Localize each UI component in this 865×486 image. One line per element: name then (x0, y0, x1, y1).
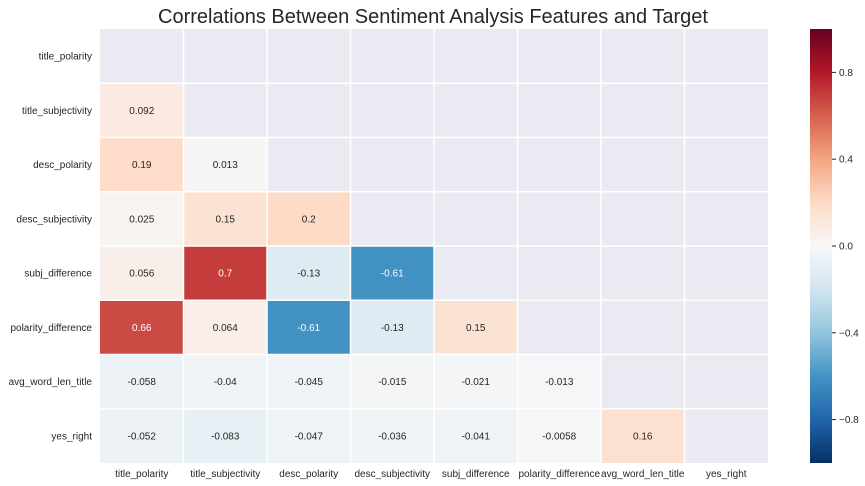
cell-value-label: 0.7 (218, 269, 232, 280)
heatmap-cells: 0.092 0.19 0.013 0.025 0.15 0.2 0.056 0.7 -0.13 -… (100, 29, 768, 463)
colorbar-tick-label: 0.4 (839, 155, 853, 166)
y-tick-label: title_polarity (39, 52, 92, 63)
heatmap-cell (350, 246, 434, 301)
x-tick-label: polarity_difference (518, 469, 600, 480)
heatmap-cell (183, 354, 267, 409)
heatmap-cell (434, 354, 518, 409)
heatmap-cell (183, 408, 267, 463)
colorbar-tick-label: 0.8 (839, 68, 853, 79)
colorbar-tick-label: 0.0 (839, 242, 853, 253)
cell-value-label: -0.047 (295, 431, 324, 442)
cell-value-label: 0.19 (132, 160, 152, 171)
cell-value-label: -0.61 (381, 269, 404, 280)
y-tick-label: yes_right (51, 431, 92, 442)
heatmap-cell (267, 408, 351, 463)
cell-value-label: -0.013 (545, 377, 574, 388)
y-tick-label: title_subjectivity (22, 106, 92, 117)
x-tick-labels: title_polarity title_subjectivity desc_pol… (115, 469, 747, 480)
heatmap-cell (350, 408, 434, 463)
chart-title: Correlations Between Sentiment Analysis … (158, 6, 708, 28)
cell-value-label: -0.0058 (542, 431, 576, 442)
cell-value-label: 0.2 (302, 214, 316, 225)
y-tick-label: desc_subjectivity (16, 214, 92, 225)
heatmap-cell (267, 246, 351, 301)
heatmap-cell (183, 300, 267, 355)
y-tick-label: subj_difference (24, 269, 92, 280)
x-tick-label: subj_difference (442, 469, 510, 480)
cell-value-label: 0.15 (466, 323, 486, 334)
colorbar-tick-label: −0.8 (839, 415, 859, 426)
cell-value-label: -0.041 (462, 431, 491, 442)
y-tick-label: desc_polarity (33, 160, 92, 171)
x-tick-label: yes_right (706, 469, 747, 480)
x-tick-label: title_subjectivity (190, 469, 260, 480)
heatmap-cell (100, 354, 184, 409)
colorbar-tick-label: −0.4 (839, 328, 859, 339)
heatmap-cell (434, 300, 518, 355)
heatmap-cell (517, 408, 601, 463)
colorbar (810, 29, 832, 463)
heatmap-cell (267, 354, 351, 409)
x-tick-label: avg_word_len_title (601, 469, 685, 480)
y-tick-label: avg_word_len_title (9, 377, 93, 388)
heatmap-cell (434, 408, 518, 463)
cell-value-label: -0.083 (211, 431, 240, 442)
heatmap-cell (100, 408, 184, 463)
heatmap-cell (100, 191, 184, 246)
cell-value-label: -0.015 (378, 377, 407, 388)
cell-value-label: 0.15 (216, 214, 236, 225)
y-tick-labels: title_polarity title_subjectivity desc_pol… (9, 52, 93, 443)
heatmap-cell (350, 354, 434, 409)
cell-value-label: -0.13 (381, 323, 404, 334)
cell-value-label: 0.092 (129, 106, 154, 117)
heatmap-cell (350, 300, 434, 355)
y-tick-label: polarity_difference (10, 323, 92, 334)
heatmap-cell (100, 300, 184, 355)
cell-value-label: -0.052 (128, 431, 157, 442)
cell-value-label: 0.064 (213, 323, 238, 334)
cell-value-label: -0.13 (297, 269, 320, 280)
cell-value-label: 0.16 (633, 431, 653, 442)
heatmap-cell (517, 354, 601, 409)
cell-value-label: -0.04 (214, 377, 237, 388)
heatmap-cell (183, 137, 267, 192)
cell-value-label: -0.045 (295, 377, 324, 388)
colorbar-ticks: 0.8 0.4 0.0 −0.4 −0.8 (832, 68, 859, 426)
cell-value-label: 0.025 (129, 214, 154, 225)
cell-value-label: 0.66 (132, 323, 152, 334)
x-tick-label: desc_subjectivity (354, 469, 430, 480)
heatmap-cell (183, 191, 267, 246)
heatmap-cell (601, 408, 685, 463)
heatmap-cell (100, 137, 184, 192)
cell-value-label: -0.021 (462, 377, 491, 388)
cell-value-label: -0.036 (378, 431, 407, 442)
heatmap-cell (100, 83, 184, 138)
heatmap-cell (100, 246, 184, 301)
cell-value-label: 0.013 (213, 160, 238, 171)
cell-value-label: -0.058 (128, 377, 157, 388)
heatmap-cell (183, 246, 267, 301)
x-tick-label: title_polarity (115, 469, 168, 480)
cell-value-label: 0.056 (129, 269, 154, 280)
cell-value-label: -0.61 (297, 323, 320, 334)
x-tick-label: desc_polarity (279, 469, 338, 480)
heatmap-cell (267, 300, 351, 355)
heatmap-cell (267, 191, 351, 246)
